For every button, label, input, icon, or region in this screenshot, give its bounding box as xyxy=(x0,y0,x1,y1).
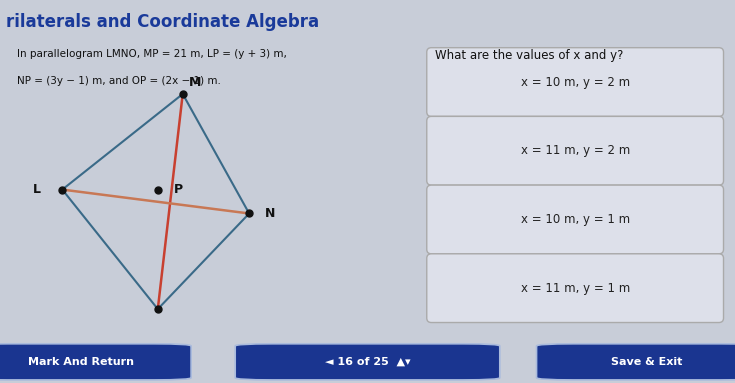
Text: Save & Exit: Save & Exit xyxy=(611,357,683,367)
Text: x = 10 m, y = 2 m: x = 10 m, y = 2 m xyxy=(520,75,630,88)
FancyBboxPatch shape xyxy=(427,254,723,322)
Text: x = 11 m, y = 1 m: x = 11 m, y = 1 m xyxy=(520,282,630,295)
Text: NP = (3y − 1) m, and OP = (2x − 1) m.: NP = (3y − 1) m, and OP = (2x − 1) m. xyxy=(17,76,220,86)
Text: P: P xyxy=(174,183,183,196)
Text: N: N xyxy=(265,207,275,220)
Text: In parallelogram LMNO, MP = 21 m, LP = (y + 3) m,: In parallelogram LMNO, MP = 21 m, LP = (… xyxy=(17,49,287,59)
FancyBboxPatch shape xyxy=(537,344,735,380)
FancyBboxPatch shape xyxy=(0,344,191,380)
Text: rilaterals and Coordinate Algebra: rilaterals and Coordinate Algebra xyxy=(6,13,319,31)
Text: ◄ 16 of 25  ▲▾: ◄ 16 of 25 ▲▾ xyxy=(325,357,410,367)
Text: M: M xyxy=(189,75,201,88)
FancyBboxPatch shape xyxy=(427,116,723,185)
Text: What are the values of x and y?: What are the values of x and y? xyxy=(434,49,623,62)
Text: Mark And Return: Mark And Return xyxy=(28,357,134,367)
FancyBboxPatch shape xyxy=(427,47,723,116)
Text: x = 11 m, y = 2 m: x = 11 m, y = 2 m xyxy=(520,144,630,157)
Text: L: L xyxy=(33,183,41,196)
Text: x = 10 m, y = 1 m: x = 10 m, y = 1 m xyxy=(520,213,630,226)
FancyBboxPatch shape xyxy=(427,185,723,254)
FancyBboxPatch shape xyxy=(235,344,500,380)
